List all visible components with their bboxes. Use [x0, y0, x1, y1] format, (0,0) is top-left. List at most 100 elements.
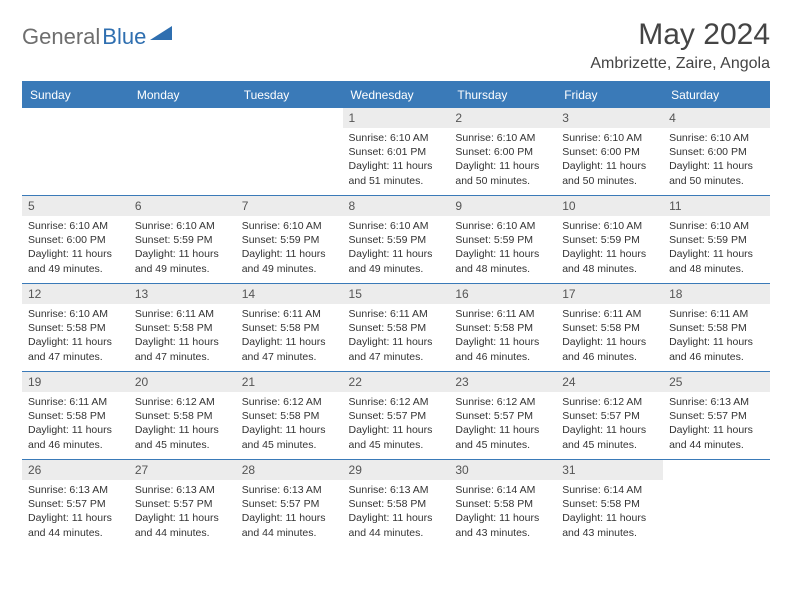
calendar-day: 18Sunrise: 6:11 AMSunset: 5:58 PMDayligh… [663, 284, 770, 372]
day-details: Sunrise: 6:14 AMSunset: 5:58 PMDaylight:… [556, 480, 663, 546]
day-details: Sunrise: 6:13 AMSunset: 5:58 PMDaylight:… [343, 480, 450, 546]
calendar-day: 1Sunrise: 6:10 AMSunset: 6:01 PMDaylight… [343, 108, 450, 196]
header: GeneralBlue May 2024 Ambrizette, Zaire, … [22, 18, 770, 73]
day-details: Sunrise: 6:10 AMSunset: 6:00 PMDaylight:… [556, 128, 663, 194]
day-number: 25 [663, 372, 770, 392]
title-block: May 2024 Ambrizette, Zaire, Angola [590, 18, 770, 73]
calendar-day: 12Sunrise: 6:10 AMSunset: 5:58 PMDayligh… [22, 284, 129, 372]
calendar-day: 8Sunrise: 6:10 AMSunset: 5:59 PMDaylight… [343, 196, 450, 284]
calendar-week: 26Sunrise: 6:13 AMSunset: 5:57 PMDayligh… [22, 460, 770, 548]
calendar-empty [129, 108, 236, 196]
day-number: 2 [449, 108, 556, 128]
day-number: 20 [129, 372, 236, 392]
day-number: 26 [22, 460, 129, 480]
day-number: 3 [556, 108, 663, 128]
day-number: 4 [663, 108, 770, 128]
day-number: 13 [129, 284, 236, 304]
logo-text-general: General [22, 24, 100, 50]
calendar-day: 15Sunrise: 6:11 AMSunset: 5:58 PMDayligh… [343, 284, 450, 372]
calendar-day: 17Sunrise: 6:11 AMSunset: 5:58 PMDayligh… [556, 284, 663, 372]
day-number: 15 [343, 284, 450, 304]
day-details: Sunrise: 6:13 AMSunset: 5:57 PMDaylight:… [22, 480, 129, 546]
calendar-day: 19Sunrise: 6:11 AMSunset: 5:58 PMDayligh… [22, 372, 129, 460]
day-number: 28 [236, 460, 343, 480]
calendar-day: 20Sunrise: 6:12 AMSunset: 5:58 PMDayligh… [129, 372, 236, 460]
day-number: 29 [343, 460, 450, 480]
logo: GeneralBlue [22, 18, 172, 50]
day-details: Sunrise: 6:10 AMSunset: 6:00 PMDaylight:… [22, 216, 129, 282]
day-details: Sunrise: 6:11 AMSunset: 5:58 PMDaylight:… [236, 304, 343, 370]
calendar-day: 21Sunrise: 6:12 AMSunset: 5:58 PMDayligh… [236, 372, 343, 460]
day-details: Sunrise: 6:14 AMSunset: 5:58 PMDaylight:… [449, 480, 556, 546]
day-number: 19 [22, 372, 129, 392]
calendar-day: 23Sunrise: 6:12 AMSunset: 5:57 PMDayligh… [449, 372, 556, 460]
calendar-page: GeneralBlue May 2024 Ambrizette, Zaire, … [0, 0, 792, 548]
day-details: Sunrise: 6:12 AMSunset: 5:58 PMDaylight:… [236, 392, 343, 458]
calendar-day: 4Sunrise: 6:10 AMSunset: 6:00 PMDaylight… [663, 108, 770, 196]
day-header: Monday [129, 82, 236, 108]
calendar-empty [236, 108, 343, 196]
day-number: 7 [236, 196, 343, 216]
day-number: 22 [343, 372, 450, 392]
calendar-day: 16Sunrise: 6:11 AMSunset: 5:58 PMDayligh… [449, 284, 556, 372]
calendar-day: 31Sunrise: 6:14 AMSunset: 5:58 PMDayligh… [556, 460, 663, 548]
day-header-row: SundayMondayTuesdayWednesdayThursdayFrid… [22, 82, 770, 108]
calendar-week: 1Sunrise: 6:10 AMSunset: 6:01 PMDaylight… [22, 108, 770, 196]
calendar-empty [663, 460, 770, 548]
day-number: 11 [663, 196, 770, 216]
day-details: Sunrise: 6:13 AMSunset: 5:57 PMDaylight:… [129, 480, 236, 546]
day-number: 27 [129, 460, 236, 480]
day-header: Saturday [663, 82, 770, 108]
calendar-day: 27Sunrise: 6:13 AMSunset: 5:57 PMDayligh… [129, 460, 236, 548]
calendar-day: 6Sunrise: 6:10 AMSunset: 5:59 PMDaylight… [129, 196, 236, 284]
day-details: Sunrise: 6:11 AMSunset: 5:58 PMDaylight:… [556, 304, 663, 370]
day-details: Sunrise: 6:12 AMSunset: 5:57 PMDaylight:… [343, 392, 450, 458]
month-title: May 2024 [590, 18, 770, 51]
day-details: Sunrise: 6:11 AMSunset: 5:58 PMDaylight:… [663, 304, 770, 370]
day-details: Sunrise: 6:12 AMSunset: 5:57 PMDaylight:… [556, 392, 663, 458]
calendar-day: 11Sunrise: 6:10 AMSunset: 5:59 PMDayligh… [663, 196, 770, 284]
calendar-empty [22, 108, 129, 196]
day-header: Tuesday [236, 82, 343, 108]
day-details: Sunrise: 6:11 AMSunset: 5:58 PMDaylight:… [129, 304, 236, 370]
calendar-day: 24Sunrise: 6:12 AMSunset: 5:57 PMDayligh… [556, 372, 663, 460]
calendar-day: 25Sunrise: 6:13 AMSunset: 5:57 PMDayligh… [663, 372, 770, 460]
day-details: Sunrise: 6:10 AMSunset: 5:58 PMDaylight:… [22, 304, 129, 370]
day-number: 17 [556, 284, 663, 304]
calendar-week: 5Sunrise: 6:10 AMSunset: 6:00 PMDaylight… [22, 196, 770, 284]
day-details: Sunrise: 6:10 AMSunset: 5:59 PMDaylight:… [236, 216, 343, 282]
day-details: Sunrise: 6:10 AMSunset: 6:00 PMDaylight:… [663, 128, 770, 194]
calendar-day: 10Sunrise: 6:10 AMSunset: 5:59 PMDayligh… [556, 196, 663, 284]
day-number: 10 [556, 196, 663, 216]
day-details: Sunrise: 6:13 AMSunset: 5:57 PMDaylight:… [236, 480, 343, 546]
calendar-day: 9Sunrise: 6:10 AMSunset: 5:59 PMDaylight… [449, 196, 556, 284]
day-details: Sunrise: 6:11 AMSunset: 5:58 PMDaylight:… [343, 304, 450, 370]
day-number: 9 [449, 196, 556, 216]
calendar-day: 30Sunrise: 6:14 AMSunset: 5:58 PMDayligh… [449, 460, 556, 548]
calendar-week: 12Sunrise: 6:10 AMSunset: 5:58 PMDayligh… [22, 284, 770, 372]
day-details: Sunrise: 6:10 AMSunset: 5:59 PMDaylight:… [129, 216, 236, 282]
day-details: Sunrise: 6:10 AMSunset: 6:00 PMDaylight:… [449, 128, 556, 194]
calendar-day: 28Sunrise: 6:13 AMSunset: 5:57 PMDayligh… [236, 460, 343, 548]
logo-triangle-icon [150, 26, 172, 47]
calendar-day: 14Sunrise: 6:11 AMSunset: 5:58 PMDayligh… [236, 284, 343, 372]
calendar-head: SundayMondayTuesdayWednesdayThursdayFrid… [22, 82, 770, 108]
day-number: 8 [343, 196, 450, 216]
day-details: Sunrise: 6:10 AMSunset: 5:59 PMDaylight:… [556, 216, 663, 282]
calendar-body: 1Sunrise: 6:10 AMSunset: 6:01 PMDaylight… [22, 108, 770, 548]
calendar-day: 26Sunrise: 6:13 AMSunset: 5:57 PMDayligh… [22, 460, 129, 548]
day-details: Sunrise: 6:10 AMSunset: 5:59 PMDaylight:… [663, 216, 770, 282]
day-details: Sunrise: 6:12 AMSunset: 5:58 PMDaylight:… [129, 392, 236, 458]
day-number: 5 [22, 196, 129, 216]
calendar-day: 5Sunrise: 6:10 AMSunset: 6:00 PMDaylight… [22, 196, 129, 284]
day-details: Sunrise: 6:11 AMSunset: 5:58 PMDaylight:… [22, 392, 129, 458]
day-number: 14 [236, 284, 343, 304]
day-number: 21 [236, 372, 343, 392]
day-details: Sunrise: 6:13 AMSunset: 5:57 PMDaylight:… [663, 392, 770, 458]
day-header: Friday [556, 82, 663, 108]
day-details: Sunrise: 6:10 AMSunset: 6:01 PMDaylight:… [343, 128, 450, 194]
day-details: Sunrise: 6:10 AMSunset: 5:59 PMDaylight:… [449, 216, 556, 282]
day-number: 12 [22, 284, 129, 304]
day-header: Thursday [449, 82, 556, 108]
day-header: Wednesday [343, 82, 450, 108]
